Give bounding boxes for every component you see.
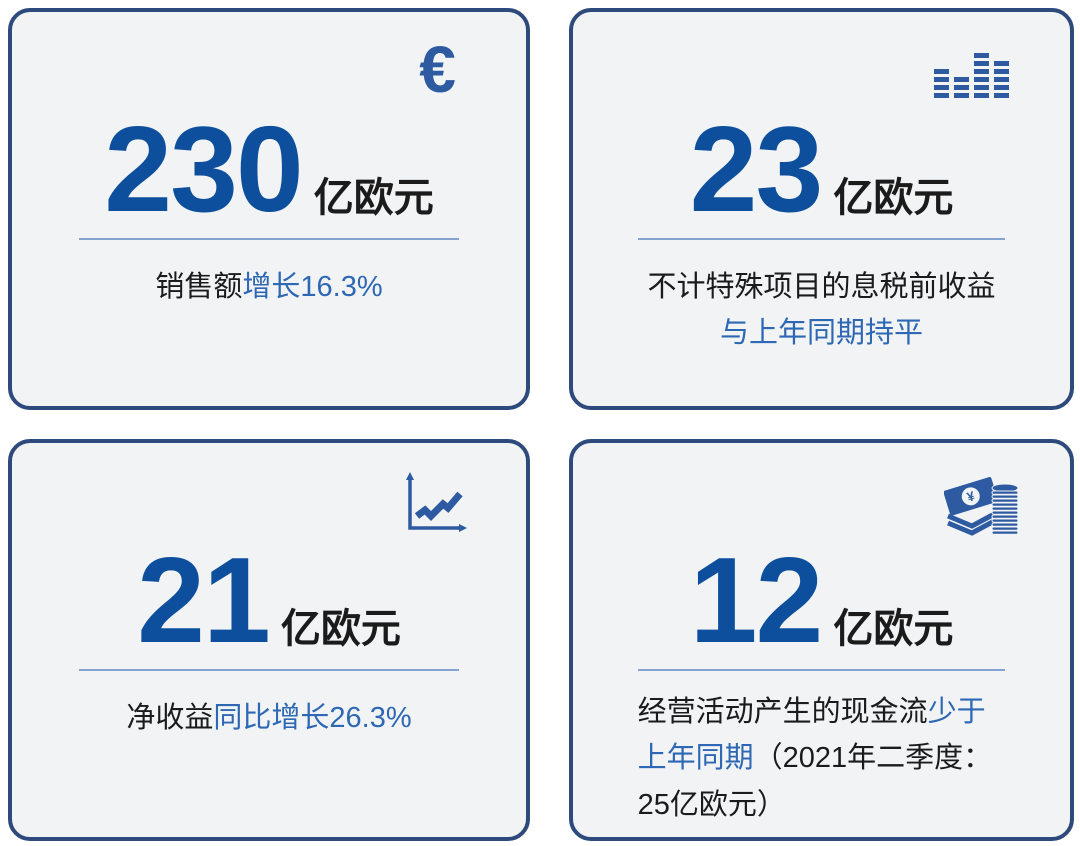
stat-card-ebit: 23 亿欧元 不计特殊项目的息税前收益 与上年同期持平 bbox=[569, 8, 1074, 410]
stat-unit: 亿欧元 bbox=[313, 176, 434, 220]
stat-value: 230 bbox=[104, 101, 304, 237]
subtitle-segment: 销售额 bbox=[155, 271, 243, 303]
subtitle-segment: 少于上年同期 bbox=[637, 696, 986, 775]
value-row: 12 亿欧元 bbox=[690, 539, 954, 661]
subtitle-segment: 增长16.3% bbox=[242, 271, 383, 303]
banknote-stack-edges bbox=[947, 509, 1000, 536]
line-chart-icon bbox=[396, 471, 470, 535]
stat-card-net-income: 21 亿欧元 净收益同比增长26.3% bbox=[8, 439, 530, 841]
stat-subtitle: 净收益同比增长26.3% bbox=[58, 695, 479, 741]
subtitle-segment: 经营活动产生的现金流 bbox=[637, 696, 928, 728]
equalizer-col-3 bbox=[974, 53, 989, 98]
stat-card-cashflow: ¥ bbox=[569, 439, 1074, 841]
subtitle-segment: 同比增长26.3% bbox=[213, 702, 412, 734]
subtitle-segment: 净收益 bbox=[126, 702, 214, 734]
banknote: ¥ bbox=[943, 477, 998, 516]
subtitle-segment: 不计特殊项目的息税前收益 bbox=[647, 271, 996, 303]
stat-unit: 亿欧元 bbox=[833, 176, 954, 220]
stat-subtitle: 销售额增长16.3% bbox=[58, 264, 479, 310]
coin-stack bbox=[991, 483, 1019, 535]
equalizer-col-2 bbox=[954, 77, 969, 98]
stat-value: 23 bbox=[689, 101, 824, 237]
stat-subtitle: 不计特殊项目的息税前收益 与上年同期持平 bbox=[618, 264, 1026, 357]
stat-unit: 亿欧元 bbox=[833, 607, 954, 651]
money-icon: ¥ bbox=[943, 471, 1020, 541]
divider bbox=[78, 669, 460, 671]
stat-value: 21 bbox=[137, 532, 271, 668]
value-row: 23 亿欧元 bbox=[690, 108, 954, 230]
euro-icon: € bbox=[419, 36, 456, 102]
equalizer-col-1 bbox=[934, 69, 949, 98]
stat-unit: 亿欧元 bbox=[280, 607, 401, 651]
subtitle-segment: （2021年二季度：25亿欧元） bbox=[637, 742, 993, 821]
divider bbox=[637, 669, 1006, 671]
stat-card-sales: € 230 亿欧元 销售额增长16.3% bbox=[8, 8, 530, 410]
stat-value: 12 bbox=[689, 532, 824, 668]
equalizer-col-4 bbox=[994, 61, 1009, 98]
euro-glyph: € bbox=[419, 32, 456, 106]
divider bbox=[78, 238, 460, 240]
value-row: 230 亿欧元 bbox=[104, 108, 434, 230]
value-row: 21 亿欧元 bbox=[137, 539, 401, 661]
stat-subtitle: 经营活动产生的现金流少于上年同期（2021年二季度：25亿欧元） bbox=[638, 689, 1006, 828]
equalizer-bars-icon bbox=[934, 46, 1010, 98]
divider bbox=[637, 238, 1006, 240]
subtitle-segment: 与上年同期持平 bbox=[719, 317, 923, 350]
